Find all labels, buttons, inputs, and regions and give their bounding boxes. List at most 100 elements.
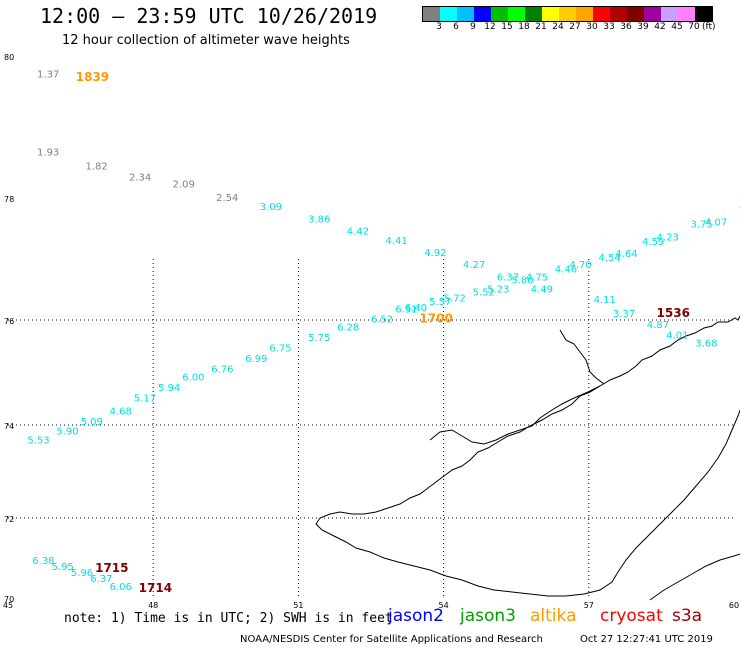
colorbar-swatch (593, 7, 610, 21)
colorbar-label: 42 (654, 22, 666, 32)
wave-height-label: 4.54 (598, 253, 620, 264)
wave-height-label: 6.06 (110, 582, 132, 593)
wave-height-label: 4.42 (347, 227, 369, 238)
wave-height-label: 5.80 (511, 275, 533, 286)
lon-tick-label: 54 (439, 601, 449, 610)
colorbar-label: 39 (637, 22, 649, 32)
wave-height-label: 3.37 (613, 309, 635, 320)
colorbar-label: 45 (671, 22, 683, 32)
colorbar-label: 6 (453, 22, 459, 32)
colorbar-swatch (559, 7, 576, 21)
wave-height-label: 3.86 (308, 214, 330, 225)
pass-time-label: 1715 (95, 561, 128, 575)
wave-height-label: 5.17 (134, 393, 156, 404)
lon-tick-label: 57 (584, 601, 594, 610)
colorbar-swatch (678, 7, 695, 21)
lon-tick-label: 60 (729, 601, 739, 610)
wave-height-label: 4.23 (657, 233, 679, 244)
wave-height-label: 5.23 (487, 285, 509, 296)
colorbar-legend (422, 6, 713, 22)
lat-tick-label: 76 (4, 317, 14, 326)
wave-height-label: 6.38 (32, 556, 54, 567)
wave-height-label: 4.64 (615, 249, 637, 260)
colorbar-swatch (542, 7, 559, 21)
wave-height-label: 5.96 (71, 568, 93, 579)
coastline-south-island (429, 385, 601, 445)
wave-height-label: 6.28 (337, 323, 359, 334)
lon-tick-label: 45 (3, 601, 13, 610)
pass-time-label: 1700 (419, 312, 452, 326)
wave-height-label: 5.09 (81, 417, 103, 428)
wave-height-label: 4.59 (642, 237, 664, 248)
satellite-cryosat: cryosat (600, 606, 663, 626)
wave-height-label: 4.11 (594, 295, 616, 306)
colorbar-label: 24 (552, 22, 564, 32)
wave-height-label: 6.00 (182, 372, 204, 383)
coastline-north (315, 315, 740, 597)
wave-height-label: 4.68 (110, 407, 132, 418)
wave-height-label: 6.99 (245, 354, 267, 365)
timestamp-text: Oct 27 12:27:41 UTC 2019 (580, 634, 713, 645)
wave-height-label: 4.12 (739, 202, 740, 213)
colorbar-swatch (423, 7, 440, 21)
wave-height-label: 6.75 (269, 344, 291, 355)
satellite-altika: altika (530, 606, 577, 626)
wave-height-label: 3.68 (695, 338, 717, 349)
wave-height-label: 2.34 (129, 172, 151, 183)
colorbar-swatch (525, 7, 542, 21)
wave-height-label: 6.37 (90, 574, 112, 585)
wave-height-label: 1.82 (85, 162, 107, 173)
lat-lon-grid (8, 259, 734, 598)
wave-height-label: 4.27 (463, 260, 485, 271)
lat-tick-label: 70 (4, 595, 14, 604)
coastline-inner (559, 329, 605, 385)
wave-height-label: 4.41 (386, 236, 408, 247)
lat-tick-label: 80 (4, 53, 14, 62)
colorbar-swatch (474, 7, 491, 21)
colorbar-label: 9 (470, 22, 476, 32)
wave-height-label: 5.57 (429, 297, 451, 308)
colorbar-swatch (491, 7, 508, 21)
colorbar-label: 21 (535, 22, 547, 32)
wave-height-label: 6.37 (497, 272, 519, 283)
pass-time-label: 1536 (657, 306, 690, 320)
wave-height-label: 2.09 (173, 179, 195, 190)
wave-height-label: 4.87 (647, 320, 669, 331)
wave-height-label: 4.92 (424, 248, 446, 259)
wave-height-label: 5.52 (473, 288, 495, 299)
wave-height-label: 6.40 (405, 303, 427, 314)
wave-height-label: 5.95 (52, 562, 74, 573)
colorbar-swatch (627, 7, 644, 21)
colorbar-swatch (440, 7, 457, 21)
lon-tick-label: 48 (148, 601, 158, 610)
pass-time-label: 1839 (76, 70, 109, 84)
satellite-s3a: s3a (672, 606, 703, 626)
wave-height-label: 2.54 (216, 193, 238, 204)
pass-time-labels: 1839 1700 1536 1715 1714 (76, 70, 690, 595)
colorbar-label: 27 (569, 22, 581, 32)
footnote: note: 1) Time is in UTC; 2) SWH is in fe… (64, 611, 393, 626)
wave-height-label: 5.72 (444, 294, 466, 305)
lat-tick-label: 74 (4, 422, 14, 431)
coastline-far-east (649, 553, 740, 601)
wave-height-label: 3.09 (260, 202, 282, 213)
credit-text: NOAA/NESDIS Center for Satellite Applica… (240, 634, 543, 645)
pass-time-label: 1714 (139, 581, 172, 595)
lat-tick-label: 78 (4, 195, 14, 204)
wave-height-label: 6.51 (395, 305, 417, 316)
colorbar-swatch (661, 7, 678, 21)
colorbar-label: 30 (586, 22, 598, 32)
wave-height-label: 6.52 (371, 315, 393, 326)
wave-height-label: 5.75 (308, 333, 330, 344)
colorbar-swatch (508, 7, 525, 21)
colorbar-label: 18 (518, 22, 530, 32)
colorbar-label: 15 (501, 22, 513, 32)
colorbar-label: 70 (688, 22, 700, 32)
wave-height-label: 4.01 (666, 330, 688, 341)
wave-height-label: 5.90 (56, 426, 78, 437)
wave-height-label: 4.70 (569, 260, 591, 271)
map-subtitle: 12 hour collection of altimeter wave hei… (62, 33, 350, 48)
wave-height-label: 4.49 (531, 285, 553, 296)
